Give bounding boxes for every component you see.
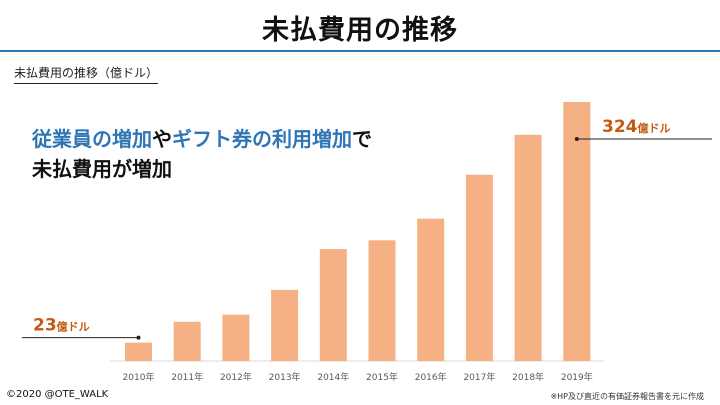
x-tick-label: 2015年: [366, 371, 398, 383]
headline: 従業員の増加やギフト券の利用増加で 未払費用が増加: [32, 124, 372, 184]
headline-segment: で: [352, 127, 372, 151]
x-tick-label: 2013年: [269, 371, 301, 383]
chart-subtitle: 未払費用の推移（億ドル）: [14, 64, 159, 84]
x-tick-label: 2018年: [512, 371, 544, 383]
bar: [125, 342, 152, 361]
x-tick-label: 2010年: [123, 371, 155, 383]
headline-segment: 従業員の増加: [32, 127, 152, 151]
source-note: ※HP及び直近の有価証券報告書を元に作成: [550, 392, 704, 401]
headline-line2: 未払費用が増加: [32, 157, 172, 181]
bar: [563, 102, 591, 361]
bar: [319, 249, 347, 361]
headline-line1: 従業員の増加やギフト券の利用増加で: [32, 124, 372, 154]
bar: [465, 174, 493, 361]
x-tick-label: 2019年: [561, 371, 593, 383]
bar: [514, 134, 542, 361]
callout-dot: [136, 335, 141, 340]
bar: [222, 314, 250, 361]
bar: [417, 218, 445, 361]
callout-unit: 億ドル: [638, 121, 671, 135]
callout-label: 23億ドル: [33, 316, 90, 336]
slide-title: 未払費用の推移: [262, 15, 458, 46]
x-tick-label: 2011年: [171, 371, 203, 383]
headline-segment: ギフト券の利用増加: [172, 127, 352, 151]
copyright: ©2020 @OTE_WALK: [6, 389, 109, 400]
callout-unit: 億ドル: [57, 320, 90, 334]
callout-label: 324億ドル: [602, 117, 671, 137]
bar: [368, 240, 396, 361]
title-divider: [0, 50, 720, 52]
bar: [271, 289, 299, 361]
x-tick-label: 2016年: [415, 371, 447, 383]
bar: [173, 321, 201, 361]
x-tick-label: 2017年: [463, 371, 495, 383]
x-tick-label: 2014年: [317, 371, 349, 383]
callout-value: 23: [33, 316, 57, 336]
headline-segment: や: [152, 127, 172, 151]
callout-dot: [574, 137, 579, 141]
callout-value: 324: [602, 117, 638, 137]
x-tick-label: 2012年: [220, 371, 252, 383]
